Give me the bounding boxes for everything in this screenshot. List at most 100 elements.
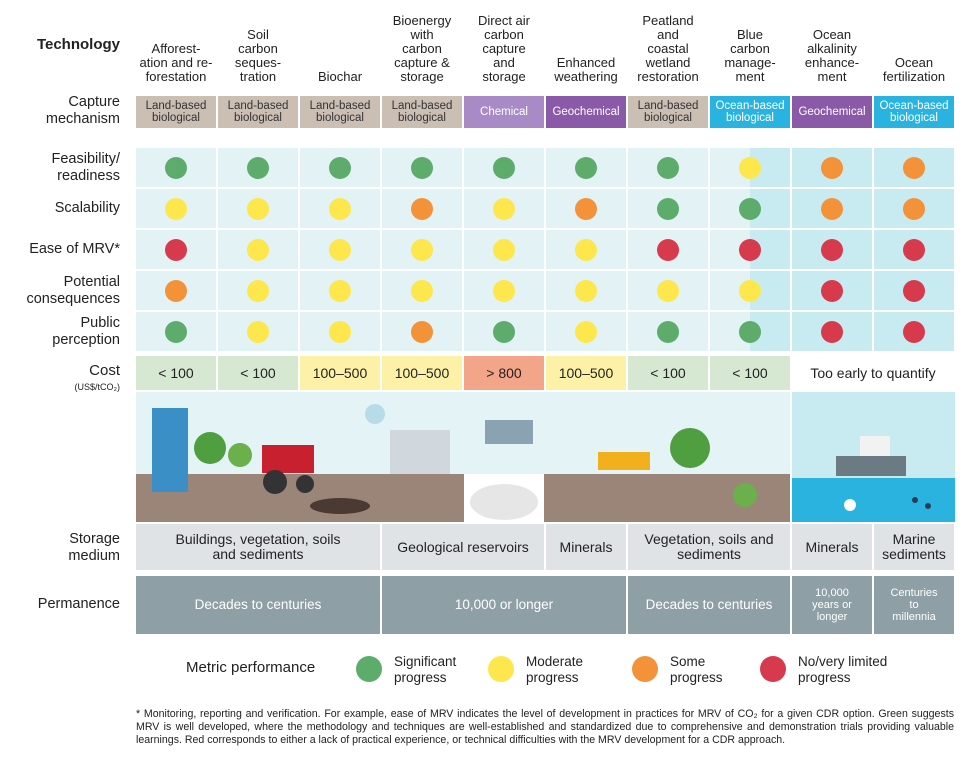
rating-dot	[657, 197, 679, 220]
legend-label: No/very limited progress	[798, 654, 888, 685]
rating-dot	[165, 197, 187, 220]
rating-dot	[903, 156, 925, 179]
rating-dot	[247, 320, 269, 343]
permanence-box: 10,000 or longer	[382, 576, 626, 634]
storage-box: Buildings, vegetation, soils and sedimen…	[136, 524, 380, 570]
row-label: Technology	[36, 36, 120, 53]
rating-dot	[657, 156, 679, 179]
mechanism-box: Geochemical	[792, 96, 872, 128]
technology-name: Ocean alkalinity enhance- ment	[804, 27, 860, 84]
cost-box: > 800	[464, 356, 544, 390]
cost-box: < 100	[136, 356, 216, 390]
particles	[912, 497, 918, 503]
biochar	[310, 498, 370, 514]
row-label: Potential consequences	[26, 274, 120, 307]
reservoir	[470, 484, 538, 520]
particles	[925, 503, 931, 509]
legend-label: Moderate progress	[526, 654, 584, 685]
wheel	[296, 475, 314, 493]
rating-dot	[329, 197, 351, 220]
rating-dot	[575, 320, 597, 343]
footnote: * Monitoring, reporting and verification…	[136, 708, 954, 746]
rating-dot	[247, 197, 269, 220]
rating-dot	[493, 320, 515, 343]
storage-box: Geological reservoirs	[382, 524, 544, 570]
cost-box: < 100	[218, 356, 298, 390]
technology-name: Bioenergy with carbon capture & storage	[392, 13, 452, 84]
rating-dot	[329, 238, 351, 261]
rating-dot	[657, 238, 679, 261]
mangrove	[733, 483, 757, 507]
rating-dot	[821, 238, 843, 261]
cost-box: 100–500	[300, 356, 380, 390]
permanence-box: Decades to centuries	[136, 576, 380, 634]
cost-box: 100–500	[546, 356, 626, 390]
storage-box: Marine sediments	[874, 524, 954, 570]
tree	[670, 428, 710, 468]
permanence-box: Centuries to millennia	[874, 576, 954, 634]
mechanism-box: Land-based biological	[218, 96, 298, 128]
rating-dot	[575, 238, 597, 261]
cost-box: < 100	[628, 356, 708, 390]
row-label: Public perception	[52, 315, 120, 348]
rating-dot	[903, 238, 925, 261]
dac-unit	[485, 420, 533, 444]
ship-deck	[860, 436, 890, 456]
permanence-box: Decades to centuries	[628, 576, 790, 634]
tree	[194, 432, 226, 464]
rating-dot	[903, 197, 925, 220]
rating-dot	[329, 279, 351, 302]
rating-dot	[903, 320, 925, 343]
rating-dot	[821, 156, 843, 179]
technology-name: Enhanced weathering	[554, 55, 618, 84]
rating-dot	[493, 197, 515, 220]
tractor	[262, 445, 314, 473]
technology-name: Peatland and coastal wetland restoration	[637, 13, 699, 84]
technology-name: Ocean fertilization	[882, 55, 946, 84]
rating-dot	[165, 238, 187, 261]
rating-dot	[739, 156, 761, 179]
legend-dot	[488, 656, 514, 682]
rating-dot	[903, 279, 925, 302]
legend-dot	[356, 656, 382, 682]
rating-dot	[411, 156, 433, 179]
water	[792, 478, 955, 522]
tree	[228, 443, 252, 467]
rating-dot	[821, 320, 843, 343]
technology-name: Biochar	[317, 69, 363, 84]
rating-dot	[493, 279, 515, 302]
rating-dot	[411, 197, 433, 220]
technology-name: Afforest- ation and re- forestation	[139, 41, 213, 84]
rating-dot	[493, 238, 515, 261]
row-label: Capture mechanism	[45, 94, 120, 127]
legend-label: Significant progress	[394, 654, 457, 685]
alkalinity	[844, 499, 856, 511]
mechanism-box: Land-based biological	[300, 96, 380, 128]
rating-dot	[411, 320, 433, 343]
mechanism-box: Geochemical	[546, 96, 626, 128]
rating-dot	[247, 238, 269, 261]
rating-dot	[739, 197, 761, 220]
row-label: Storage medium	[68, 531, 120, 564]
building	[152, 408, 188, 492]
mechanism-box: Chemical	[464, 96, 544, 128]
row-label: Scalability	[54, 200, 120, 216]
rating-dot	[165, 320, 187, 343]
rating-dot	[329, 156, 351, 179]
rating-dot	[575, 279, 597, 302]
row-label: Feasibility/ readiness	[51, 151, 121, 184]
mechanism-box: Land-based biological	[136, 96, 216, 128]
row-label: Ease of MRV*	[29, 241, 120, 257]
smoke	[365, 404, 385, 424]
cost-box: < 100	[710, 356, 790, 390]
rating-dot	[247, 279, 269, 302]
rating-dot	[657, 320, 679, 343]
rating-dot	[575, 197, 597, 220]
storage-box: Vegetation, soils and sediments	[628, 524, 790, 570]
rating-dot	[411, 238, 433, 261]
technology-name: Direct air carbon capture and storage	[477, 13, 530, 84]
permanence-box: 10,000 years or longer	[792, 576, 872, 634]
rating-dot	[739, 320, 761, 343]
row-label: Permanence	[37, 596, 120, 612]
